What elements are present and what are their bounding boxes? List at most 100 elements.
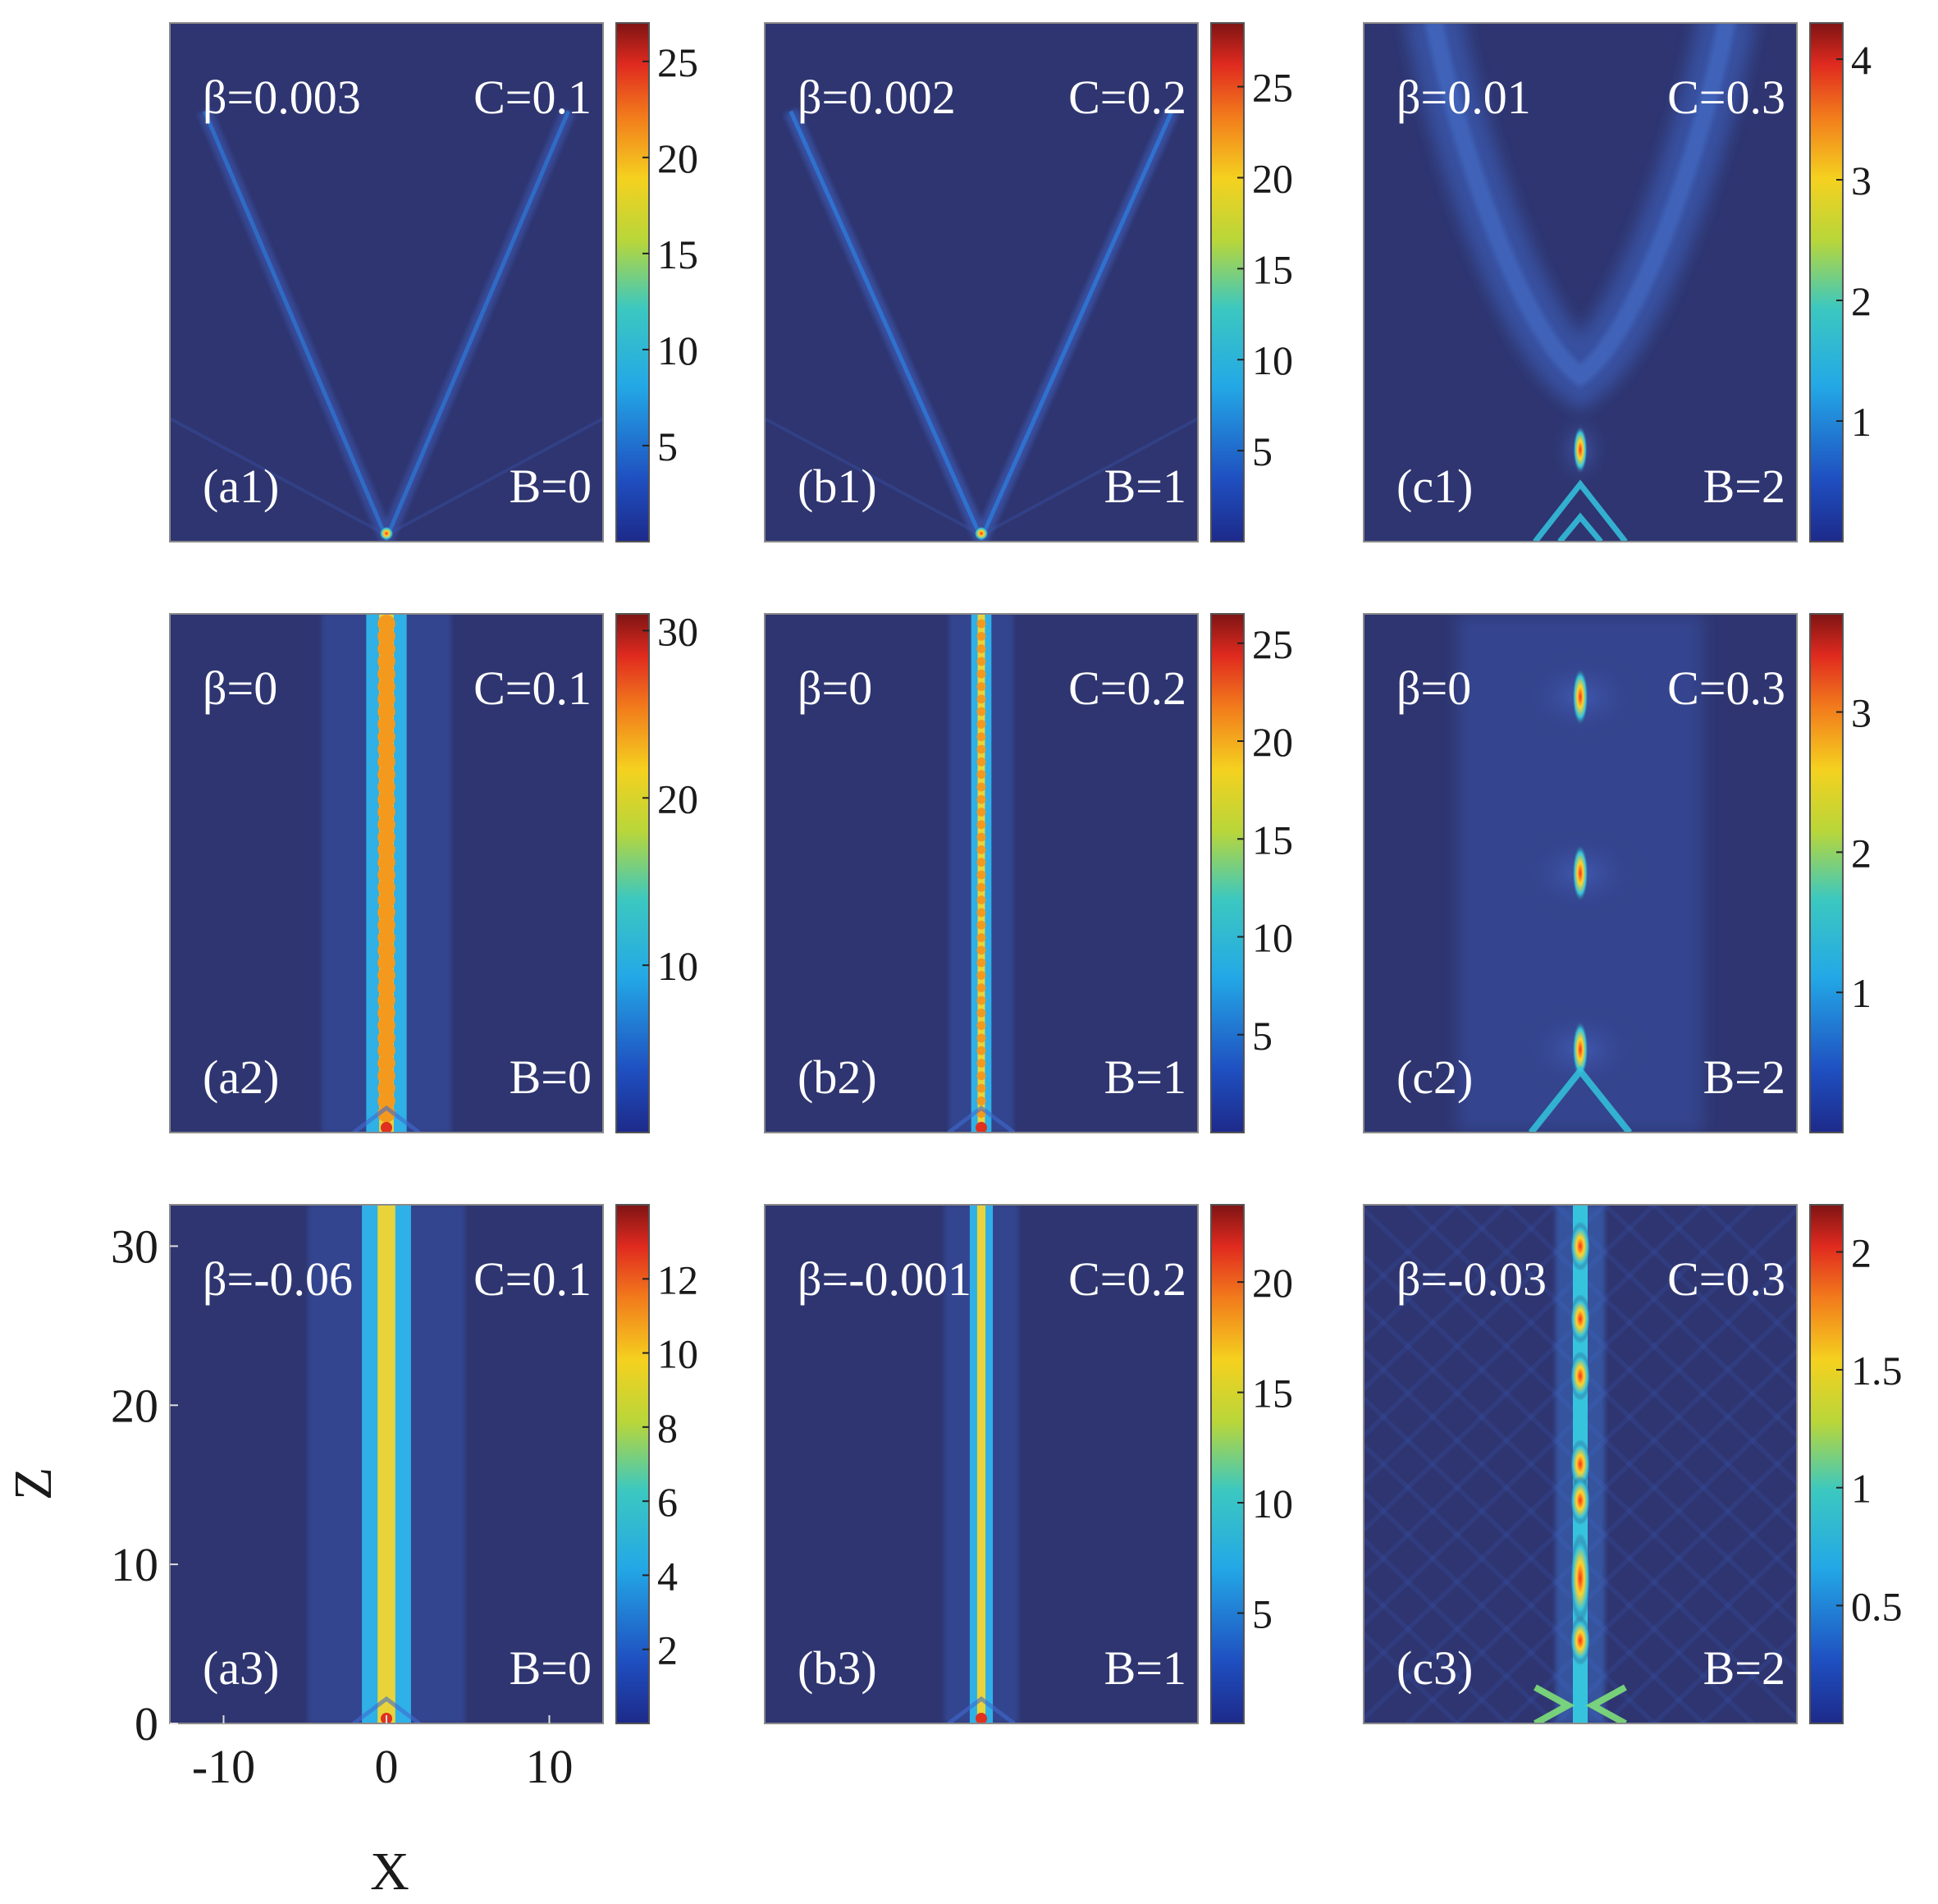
panel-c3: β=-0.03 C=0.3 (c3) B=2 0.5 1 1.5 2 [1363,1204,1903,1724]
interference-line [1364,1205,1706,1534]
c-label: C=0.2 [1068,1252,1186,1306]
origin-spot [976,1713,987,1723]
oscillation-dot [377,765,395,784]
colorbar [1809,1204,1844,1724]
oscillation-dot [377,840,395,859]
intensity-map-b3 [944,1205,1019,1723]
colorbar [615,1204,650,1724]
oscillation-dot [976,895,986,905]
oscillation-dot [377,727,395,746]
breather-peak [1572,1019,1588,1079]
oscillation-dot [377,1041,395,1060]
origin-spot [381,1122,392,1133]
oscillation-dot [976,908,986,918]
oscillation-dot [976,1033,986,1043]
y-axis-label: Z [3,1467,63,1500]
oscillation-dot [976,933,986,942]
oscillation-dot [976,882,986,892]
input-cross [1533,1684,1627,1723]
colorbar-tick-label: 15 [1252,817,1293,863]
oscillation-dot [976,669,986,679]
colorbar-tick-label: 5 [1252,428,1273,474]
colorbar-tick-label: 1 [1851,1466,1872,1512]
origin-spot [976,1122,987,1133]
oscillation-dot [377,803,395,822]
c-label: C=0.1 [473,71,592,124]
colorbar-tick-label: 15 [1252,1371,1293,1417]
beta-label: β=-0.06 [203,1252,353,1306]
colorbar-tick-label: 20 [1252,719,1293,765]
panel-background [765,23,1198,542]
beta-label: β=0.01 [1396,71,1531,124]
pulse-peak [1570,1615,1591,1665]
colorbar [1210,22,1245,542]
y-tick-label: 30 [111,1220,158,1273]
b-label: B=2 [1703,1641,1785,1695]
colorbar-tick-label: 25 [1252,621,1293,667]
oscillation-dot [976,1008,986,1018]
interference-line [1364,1300,1797,1723]
beta-label: β=-0.001 [798,1252,971,1306]
interference-line [1364,1347,1755,1723]
colorbar-tick-label: 10 [1252,915,1293,961]
oscillation-dot [976,983,986,993]
oscillation-dot [377,627,395,646]
interference-line [1602,1205,1797,1393]
oscillation-dot [976,631,986,641]
oscillation-dot [377,790,395,809]
oscillation-dot [377,815,395,834]
input-cross [352,1105,421,1133]
interference-line [1364,1205,1607,1439]
oscillation-dot [377,1004,395,1023]
panel-frame [764,613,1199,1133]
oscillation-dot [377,1054,395,1073]
y-tick-label: 20 [111,1379,158,1432]
panel-frame [1363,1204,1798,1724]
oscillation-dot [976,1071,986,1081]
colorbar-tick-label: 10 [657,1331,698,1377]
input-cross [1533,479,1628,542]
oscillation-dot [377,1029,395,1047]
input-cross [947,1696,1016,1723]
interference-line [1406,1347,1797,1723]
oscillation-dot [976,694,986,704]
colorbar [1210,1204,1245,1724]
oscillation-dot [377,689,395,708]
oscillation-dot [976,744,986,754]
panel-label: (a3) [203,1641,279,1695]
c-label: C=0.1 [473,661,592,715]
x-tick-label: -10 [192,1740,255,1793]
b-label: B=1 [1104,1641,1186,1695]
beta-label: β=-0.03 [1396,1252,1547,1306]
intensity-map-a1 [170,108,603,542]
interference-line [1701,1630,1797,1723]
interference-line [1455,1394,1797,1723]
c-label: C=0.3 [1667,71,1785,124]
panel-frame [169,613,604,1133]
beta-label: β=0 [1396,661,1471,715]
oscillation-dot [976,707,986,716]
colorbar-tick-label: 10 [657,943,698,989]
b-label: B=1 [1104,1050,1186,1104]
x-axis-label: X [370,1842,409,1902]
c-label: C=0.3 [1667,661,1785,715]
oscillation-dot [976,958,986,968]
oscillation-dot [377,753,395,771]
colorbar-tick-label: 20 [1252,1260,1293,1306]
pulse-peak [1570,1439,1591,1489]
interference-line [1364,1205,1509,1345]
colorbar-tick-label: 20 [1252,155,1293,201]
oscillation-dot [377,615,395,633]
soliton-core [377,1205,395,1723]
oscillation-dot [976,844,986,854]
oscillation-dot [377,904,395,922]
oscillation-dot [976,770,986,780]
colorbar-tick-label: 20 [657,776,698,822]
pulse-peak [1570,1221,1591,1271]
oscillation-dot [377,778,395,796]
beta-label: β=0 [203,661,277,715]
input-cross [1528,1065,1633,1133]
pulse-peak [1570,1533,1591,1624]
colorbar-tick-label: 20 [657,135,698,181]
